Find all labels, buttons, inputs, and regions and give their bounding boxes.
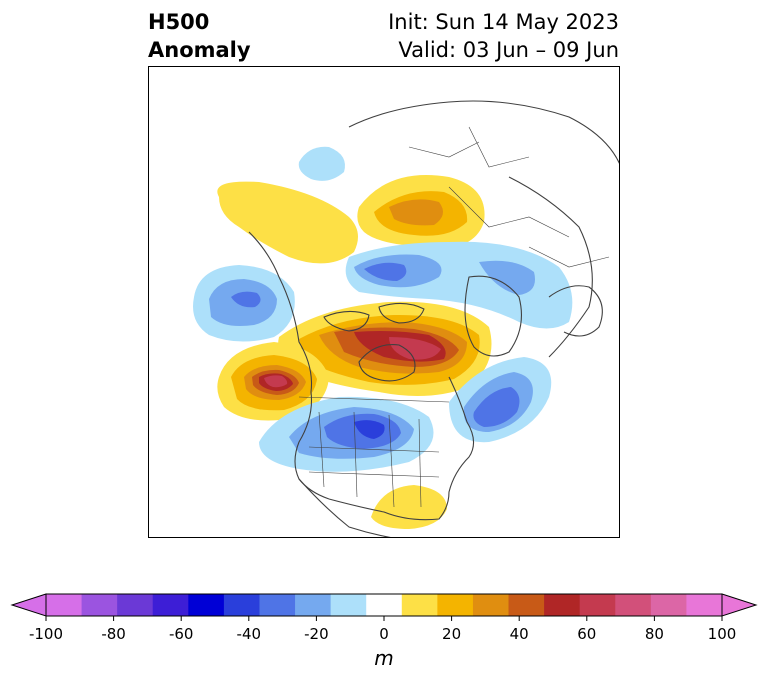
colorbar-swatch bbox=[437, 594, 474, 616]
colorbar-tick-label: -20 bbox=[304, 625, 329, 643]
colorbar-tick-label: 20 bbox=[442, 625, 462, 643]
colorbar bbox=[0, 586, 768, 626]
colorbar-extend-min bbox=[10, 593, 47, 617]
ridge-western-siberia bbox=[357, 175, 485, 248]
colorbar-swatch bbox=[544, 594, 581, 616]
coastlines bbox=[248, 100, 619, 537]
colorbar-tick-label: 100 bbox=[707, 625, 737, 643]
trough-north-atlantic bbox=[449, 357, 552, 443]
colorbar-tick-label: -60 bbox=[168, 625, 194, 643]
ridge-gulf-of-mexico bbox=[371, 485, 447, 529]
map-title: H500 Anomaly bbox=[148, 8, 251, 64]
colorbar-tick-label: 60 bbox=[577, 625, 597, 643]
ridge-arctic-siberia bbox=[217, 181, 358, 264]
colorbar-swatch bbox=[472, 594, 510, 616]
colorbar-swatch bbox=[401, 594, 438, 616]
colorbar-tick-label: 40 bbox=[509, 625, 529, 643]
init-time-label: Init: Sun 14 May 2023 bbox=[388, 10, 619, 34]
colorbar-tick-label: -80 bbox=[101, 625, 126, 643]
map-panel bbox=[148, 66, 620, 538]
colorbar-extend-max bbox=[721, 593, 758, 617]
colorbar-swatch bbox=[223, 594, 260, 616]
colorbar-unit-label: m bbox=[374, 646, 394, 670]
colorbar-tick-label: -40 bbox=[236, 625, 262, 643]
title-line-variable: H500 bbox=[148, 10, 210, 34]
valid-time-block: Init: Sun 14 May 2023 Valid: 03 Jun – 09… bbox=[388, 8, 619, 64]
colorbar-swatch bbox=[686, 594, 723, 616]
anomaly-map bbox=[193, 100, 619, 537]
colorbar-tick-label: -100 bbox=[28, 625, 64, 643]
anomaly-shading bbox=[193, 146, 573, 529]
colorbar-swatch bbox=[152, 594, 189, 616]
colorbar-graphic bbox=[10, 593, 758, 621]
trough-arctic-north bbox=[298, 146, 345, 181]
colorbar-swatch bbox=[615, 594, 652, 616]
title-line-field: Anomaly bbox=[148, 38, 251, 62]
colorbar-swatch bbox=[330, 594, 367, 616]
trough-east-pacific bbox=[193, 265, 295, 342]
colorbar-tick-label: 80 bbox=[644, 625, 664, 643]
colorbar-swatch bbox=[579, 594, 616, 616]
colorbar-swatch bbox=[81, 594, 118, 616]
colorbar-swatch bbox=[259, 594, 296, 616]
valid-time-label: Valid: 03 Jun – 09 Jun bbox=[398, 38, 619, 62]
colorbar-swatch bbox=[508, 594, 545, 616]
ridge-gulf-of-alaska bbox=[217, 342, 329, 421]
trough-central-us bbox=[259, 396, 434, 472]
colorbar-swatch bbox=[46, 594, 83, 616]
trough-arctic-siberia bbox=[345, 241, 573, 329]
colorbar-swatch bbox=[295, 594, 332, 616]
colorbar-swatch bbox=[117, 594, 154, 616]
colorbar-swatch bbox=[366, 594, 403, 616]
political-borders bbox=[298, 126, 610, 508]
colorbar-swatch bbox=[650, 594, 687, 616]
colorbar-tick-label: 0 bbox=[379, 625, 389, 643]
colorbar-swatch bbox=[188, 594, 225, 616]
